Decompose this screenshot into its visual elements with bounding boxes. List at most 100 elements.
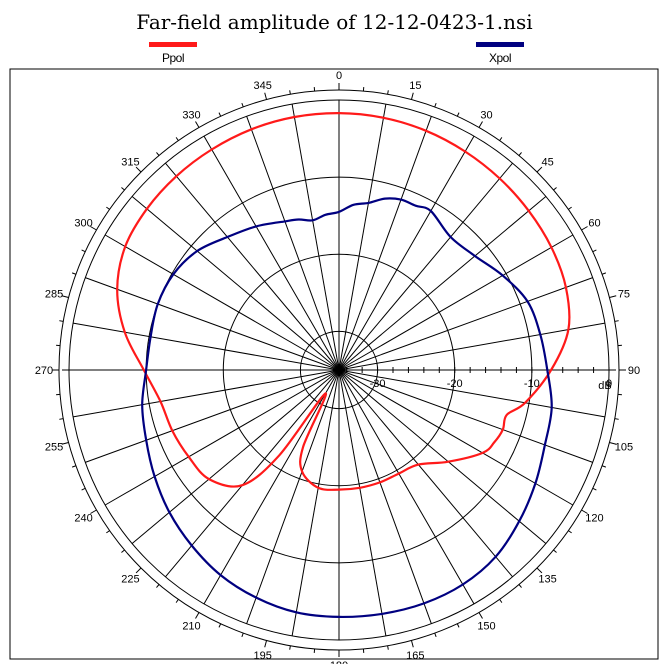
spoke-240 <box>104 369 340 506</box>
legend-label-xpol: Xpol <box>488 51 512 65</box>
spoke-70 <box>338 277 593 371</box>
angle-label-300: 300 <box>74 218 92 230</box>
spoke-260 <box>73 369 340 418</box>
plot-frame <box>9 68 659 660</box>
angle-tick-60 <box>581 226 588 231</box>
angle-tick-315 <box>135 166 142 173</box>
spoke-110 <box>338 369 593 463</box>
angle-tick-205 <box>218 623 222 628</box>
angle-tick-195 <box>264 640 268 648</box>
angle-tick-330 <box>195 121 200 128</box>
angle-tick-100 <box>614 418 619 420</box>
spoke-330 <box>203 135 340 371</box>
legend-swatch-xpol <box>476 42 524 47</box>
angle-label-345: 345 <box>253 80 271 92</box>
legend-item-xpol: Xpol <box>460 42 540 65</box>
spoke-60 <box>338 234 574 371</box>
radial-unit-label: dB <box>598 380 611 392</box>
angle-tick-230 <box>121 549 125 553</box>
angle-tick-105 <box>609 441 617 445</box>
radial-label-0: 0 <box>606 378 612 390</box>
angle-tick-40 <box>518 152 522 156</box>
angle-label-45: 45 <box>541 156 553 168</box>
series-layer <box>116 111 571 619</box>
spoke-250 <box>85 369 340 463</box>
spoke-350 <box>291 104 340 371</box>
spoke-140 <box>338 369 513 578</box>
spoke-150 <box>338 369 475 605</box>
series-line-xpol <box>141 197 553 619</box>
angle-label-0: 0 <box>336 70 342 82</box>
chart-title: Far-field amplitude of 12-12-0423-1.nsi <box>136 10 533 34</box>
spoke-130 <box>338 369 547 544</box>
angle-label-150: 150 <box>477 620 495 632</box>
angle-tick-135 <box>536 567 543 574</box>
spoke-100 <box>338 369 605 418</box>
angle-label-255: 255 <box>45 441 63 453</box>
angle-tick-35 <box>499 137 503 141</box>
angle-tick-235 <box>106 530 110 534</box>
angle-tick-25 <box>456 112 460 117</box>
angle-tick-50 <box>553 187 557 191</box>
spoke-160 <box>338 369 432 624</box>
angle-tick-210 <box>195 612 200 619</box>
angle-label-270: 270 <box>35 365 53 377</box>
angle-tick-155 <box>456 623 460 628</box>
angle-tick-240 <box>90 509 97 514</box>
angle-tick-250 <box>71 465 77 468</box>
angle-tick-120 <box>581 509 588 514</box>
angle-tick-70 <box>601 272 607 275</box>
spoke-190 <box>291 369 340 636</box>
radial-label--10: -10 <box>524 378 540 390</box>
angle-tick-45 <box>536 166 543 173</box>
angle-label-240: 240 <box>74 513 92 525</box>
spoke-320 <box>165 162 340 371</box>
angle-tick-30 <box>478 121 483 128</box>
angle-tick-65 <box>592 249 597 253</box>
angle-tick-160 <box>434 632 437 638</box>
angle-tick-115 <box>592 487 597 491</box>
angle-tick-295 <box>81 249 86 253</box>
angle-tick-150 <box>478 612 483 619</box>
angle-tick-340 <box>241 102 244 108</box>
spoke-230 <box>131 369 340 544</box>
spoke-310 <box>131 196 340 371</box>
spoke-340 <box>246 116 340 371</box>
angle-tick-350 <box>289 90 291 95</box>
spoke-220 <box>165 369 340 578</box>
series-line-ppol <box>116 111 571 491</box>
radial-label--30: -30 <box>370 378 386 390</box>
legend-item-ppol: Ppol <box>133 42 213 65</box>
angle-tick-110 <box>601 465 607 468</box>
angle-tick-225 <box>135 567 142 574</box>
spoke-40 <box>338 162 513 371</box>
angle-tick-305 <box>106 206 110 210</box>
angle-label-285: 285 <box>45 289 63 301</box>
spoke-10 <box>338 104 387 371</box>
angle-label-15: 15 <box>409 80 421 92</box>
radial-label--20: -20 <box>447 378 463 390</box>
spoke-50 <box>338 196 547 371</box>
angle-tick-15 <box>410 92 414 100</box>
angle-label-135: 135 <box>538 574 556 586</box>
angle-tick-145 <box>499 599 503 603</box>
grid-layer <box>52 83 626 657</box>
angle-label-330: 330 <box>182 110 200 122</box>
angle-tick-325 <box>175 137 179 141</box>
angle-label-210: 210 <box>182 620 200 632</box>
angle-tick-345 <box>264 92 268 100</box>
angle-tick-130 <box>553 549 557 553</box>
angle-tick-245 <box>81 487 86 491</box>
spoke-290 <box>85 277 340 371</box>
angle-tick-140 <box>518 584 522 588</box>
angle-tick-75 <box>609 295 617 299</box>
angle-tick-260 <box>59 418 64 420</box>
angle-tick-200 <box>241 632 244 638</box>
spoke-20 <box>338 116 432 371</box>
spoke-30 <box>338 135 475 371</box>
spoke-200 <box>246 369 340 624</box>
spoke-280 <box>73 322 340 371</box>
angle-label-165: 165 <box>406 650 424 662</box>
angle-tick-290 <box>71 272 77 275</box>
